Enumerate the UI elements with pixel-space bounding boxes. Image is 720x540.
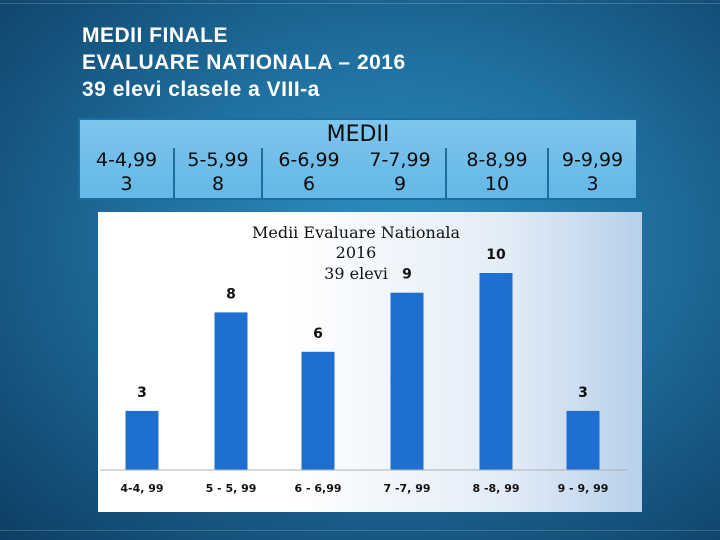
decorative-line bbox=[0, 3, 720, 4]
summary-table: MEDII 4-4,99 3 5-5,99 8 6-6,99 6 7-7,99 … bbox=[78, 118, 638, 200]
summary-cell: 9-9,99 3 bbox=[549, 148, 636, 200]
chart-title-line-1: Medii Evaluare Nationala bbox=[252, 223, 461, 242]
data-label-6: 3 bbox=[578, 385, 588, 401]
summary-separator bbox=[261, 148, 263, 200]
bar-1 bbox=[125, 410, 159, 470]
summary-range: 9-9,99 bbox=[561, 149, 624, 171]
bar-3 bbox=[301, 351, 335, 470]
summary-count: 6 bbox=[302, 173, 316, 195]
x-tick-label-4: 7 -7, 99 bbox=[383, 482, 430, 495]
bar-4 bbox=[390, 292, 424, 470]
summary-count: 3 bbox=[120, 173, 133, 195]
summary-count: 8 bbox=[211, 173, 225, 195]
x-tick-label-2: 5 - 5, 99 bbox=[206, 482, 257, 495]
bar-chart: Medii Evaluare Nationala 2016 39 elevi 3… bbox=[100, 223, 627, 495]
summary-range: 7-7,99 bbox=[369, 149, 431, 171]
summary-cell: 4-4,99 3 bbox=[80, 148, 173, 200]
decorative-line bbox=[0, 530, 720, 531]
summary-cell: 5-5,99 8 bbox=[175, 148, 261, 200]
bar-6 bbox=[566, 410, 600, 470]
chart-title-line-3: 39 elevi bbox=[324, 264, 388, 283]
summary-range: 5-5,99 bbox=[187, 149, 249, 171]
x-tick-label-5: 8 -8, 99 bbox=[472, 482, 519, 495]
summary-cell: 7-7,99 9 bbox=[355, 148, 445, 200]
summary-range: 8-8,99 bbox=[466, 149, 528, 171]
summary-separator bbox=[173, 148, 175, 200]
bars-layer: 3 4-4, 99 8 5 - 5, 99 6 6 - 6,99 9 7 -7, 99 10 8 … bbox=[120, 247, 608, 495]
slide-title-line-3: 39 elevi clasele a VIII-a bbox=[82, 78, 320, 101]
summary-cell: 6-6,99 6 bbox=[263, 148, 355, 200]
summary-count: 9 bbox=[393, 173, 407, 195]
summary-range: 4-4,99 bbox=[95, 149, 158, 171]
slide-title-line-1: MEDII FINALE bbox=[82, 24, 228, 47]
data-label-1: 3 bbox=[137, 385, 147, 401]
data-label-4: 9 bbox=[402, 267, 412, 283]
summary-count: 3 bbox=[586, 173, 599, 195]
x-tick-label-6: 9 - 9, 99 bbox=[558, 482, 609, 495]
data-label-5: 10 bbox=[486, 247, 506, 263]
chart-title-line-2: 2016 bbox=[336, 243, 377, 262]
summary-separator bbox=[547, 148, 549, 200]
summary-table-header: MEDII bbox=[326, 122, 390, 147]
x-tick-label-3: 6 - 6,99 bbox=[294, 482, 341, 495]
x-tick-label-1: 4-4, 99 bbox=[120, 482, 163, 495]
bar-2 bbox=[214, 312, 248, 470]
summary-separator bbox=[445, 148, 447, 200]
slide-title: MEDII FINALE EVALUARE NATIONALA – 2016 3… bbox=[82, 22, 406, 103]
chart-panel: Medii Evaluare Nationala 2016 39 elevi 3… bbox=[98, 212, 642, 512]
bar-5 bbox=[479, 273, 513, 470]
summary-count: 10 bbox=[484, 173, 510, 195]
summary-cell: 8-8,99 10 bbox=[447, 148, 547, 200]
summary-range: 6-6,99 bbox=[278, 149, 340, 171]
slide-title-line-2: EVALUARE NATIONALA – 2016 bbox=[82, 51, 406, 74]
data-label-2: 8 bbox=[226, 286, 236, 302]
data-label-3: 6 bbox=[313, 326, 323, 342]
